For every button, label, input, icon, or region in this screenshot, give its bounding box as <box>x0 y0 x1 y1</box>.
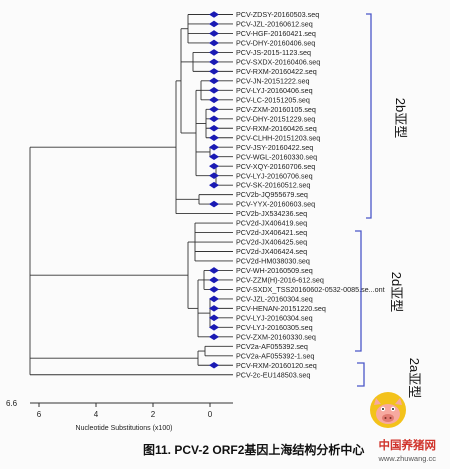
leaf-label: PCV-SXDX-20160406.seq <box>236 58 320 67</box>
leaf-label: PCV-WGL-20160330.seq <box>236 152 317 161</box>
leaf-label: PCV2d-JX406425.seq <box>236 238 307 247</box>
leaf-marker-diamond <box>209 267 219 274</box>
leaf-marker-diamond <box>209 314 219 322</box>
leaf-marker-diamond <box>209 361 219 369</box>
leaf-marker-diamond <box>209 106 219 113</box>
bracket-2d <box>355 230 362 352</box>
watermark-logo-text: 中国养猪网 <box>379 438 437 452</box>
axis-tick-label: 4 <box>94 410 99 419</box>
bracket-2a <box>357 362 365 387</box>
leaf-marker-diamond <box>209 295 219 303</box>
axis-tick-label: 0 <box>208 410 213 419</box>
leaf-label: PCV-LC-20151205.seq <box>236 95 310 104</box>
axis-tick-label: 2 <box>151 410 156 419</box>
leaf-label: PCV-ZXM-20160105.seq <box>236 105 316 114</box>
leaf-marker-diamond <box>209 200 219 208</box>
leaf-label: PCV-RXM-20160422.seq <box>236 67 317 76</box>
leaf-marker-diamond <box>209 39 219 47</box>
leaf-marker-diamond <box>209 49 219 56</box>
leaf-label: PCV-HENAN-20151220.seq <box>236 304 326 313</box>
leaf-marker-diamond <box>209 162 219 170</box>
leaf-marker-diamond <box>209 58 219 66</box>
leaf-marker-diamond <box>209 333 219 341</box>
leaf-markers <box>209 11 219 369</box>
watermark-url: www.zhuwang.cc <box>377 454 436 463</box>
axis-max-label: 6.6 <box>6 399 18 408</box>
leaf-label: PCV-RXM-20160120.seq <box>236 361 317 370</box>
leaf-label: PCV-JSY-20160422.seq <box>236 143 313 152</box>
leaf-marker-diamond <box>209 20 219 28</box>
leaf-marker-diamond <box>209 172 219 179</box>
leaf-label: PCV-HGF-20160421.seq <box>236 29 316 38</box>
leaf-label: PCV-SXDX_TSS20160602-0532-0085.se...ont <box>236 285 385 294</box>
leaf-label: PCV2d-JX406424.seq <box>236 247 307 256</box>
leaf-marker-diamond <box>209 286 219 293</box>
group-label-2d: 2d亚型 <box>389 272 404 312</box>
leaf-label: PCV-SK-20160512.seq <box>236 181 310 190</box>
leaf-marker-diamond <box>209 96 219 104</box>
figure-caption: 图11. PCV-2 ORF2基因上海结构分析中心 <box>143 442 364 457</box>
leaf-label: PCV-JN-20151222.seq <box>236 76 310 85</box>
leaf-label: PCV-JZL-20160612.seq <box>236 20 313 29</box>
tree-branches <box>29 14 233 376</box>
leaf-marker-diamond <box>209 115 219 123</box>
leaf-label: PCV2a-AF055392-1.seq <box>236 351 314 360</box>
leaf-marker-diamond <box>209 305 219 312</box>
leaf-marker-diamond <box>209 153 219 160</box>
leaf-label: PCV2a-AF055392.seq <box>236 342 308 351</box>
leaf-label: PCV-LYJ-20160305.seq <box>236 323 313 332</box>
leaf-label: PCV2b-JQ955679.seq <box>236 190 308 199</box>
leaf-label: PCV-LYJ-20160706.seq <box>236 171 313 180</box>
leaf-marker-diamond <box>209 276 219 284</box>
leaf-marker-diamond <box>209 124 219 132</box>
leaf-marker-diamond <box>209 143 219 151</box>
leaf-label: PCV2d-JX406421.seq <box>236 228 307 237</box>
leaf-label: PCV-YYX-20160603.seq <box>236 200 315 209</box>
leaf-label: PCV-LYJ-20160304.seq <box>236 313 313 322</box>
leaf-marker-diamond <box>209 87 219 94</box>
leaf-marker-diamond <box>209 77 219 85</box>
axis-tick-label: 6 <box>37 410 42 419</box>
leaf-label: PCV-WH-20160509.seq <box>236 266 313 275</box>
leaf-label: PCV-LYJ-20160406.seq <box>236 86 313 95</box>
leaf-label: PCV-ZZM(H)-2016-612.seq <box>236 276 324 285</box>
leaf-label: PCV-JZL-20160304.seq <box>236 295 313 304</box>
leaf-label: PCV-DHY-20151229.seq <box>236 114 315 123</box>
group-label-2b: 2b亚型 <box>393 98 408 138</box>
axis-title: Nucleotide Substitutions (x100) <box>76 425 173 432</box>
leaf-label: PCV2d-JX406419.seq <box>236 219 307 228</box>
leaf-label: PCV-DHY-20160406.seq <box>236 39 315 48</box>
group-label-2a: 2a亚型 <box>407 358 422 398</box>
leaf-label: PCV-CLHH-20151203.seq <box>236 133 320 142</box>
leaf-label: PCV-2c-EU148503.seq <box>236 370 310 379</box>
bracket-2b <box>366 13 372 219</box>
leaf-marker-diamond <box>209 181 219 189</box>
leaf-marker-diamond <box>209 11 219 18</box>
leaf-label: PCV-RXM-20160426.seq <box>236 124 317 133</box>
leaf-marker-diamond <box>209 134 219 142</box>
leaf-marker-diamond <box>209 30 219 37</box>
leaf-label: PCV-ZDSY-20160503.seq <box>236 10 319 19</box>
leaf-labels: PCV-ZDSY-20160503.seqPCV-JZL-20160612.se… <box>236 10 385 379</box>
leaf-label: PCV2d-HM038030.seq <box>236 257 310 266</box>
pig-mascot-logo <box>370 392 406 428</box>
leaf-label: PCV-ZXM-20160330.seq <box>236 332 316 341</box>
leaf-label: PCV-XQY-20160706.seq <box>236 162 315 171</box>
leaf-label: PCV-JS-2015-1123.seq <box>236 48 311 57</box>
leaf-label: PCV2b-JX534236.seq <box>236 209 307 218</box>
leaf-marker-diamond <box>209 324 219 331</box>
leaf-marker-diamond <box>209 68 219 75</box>
